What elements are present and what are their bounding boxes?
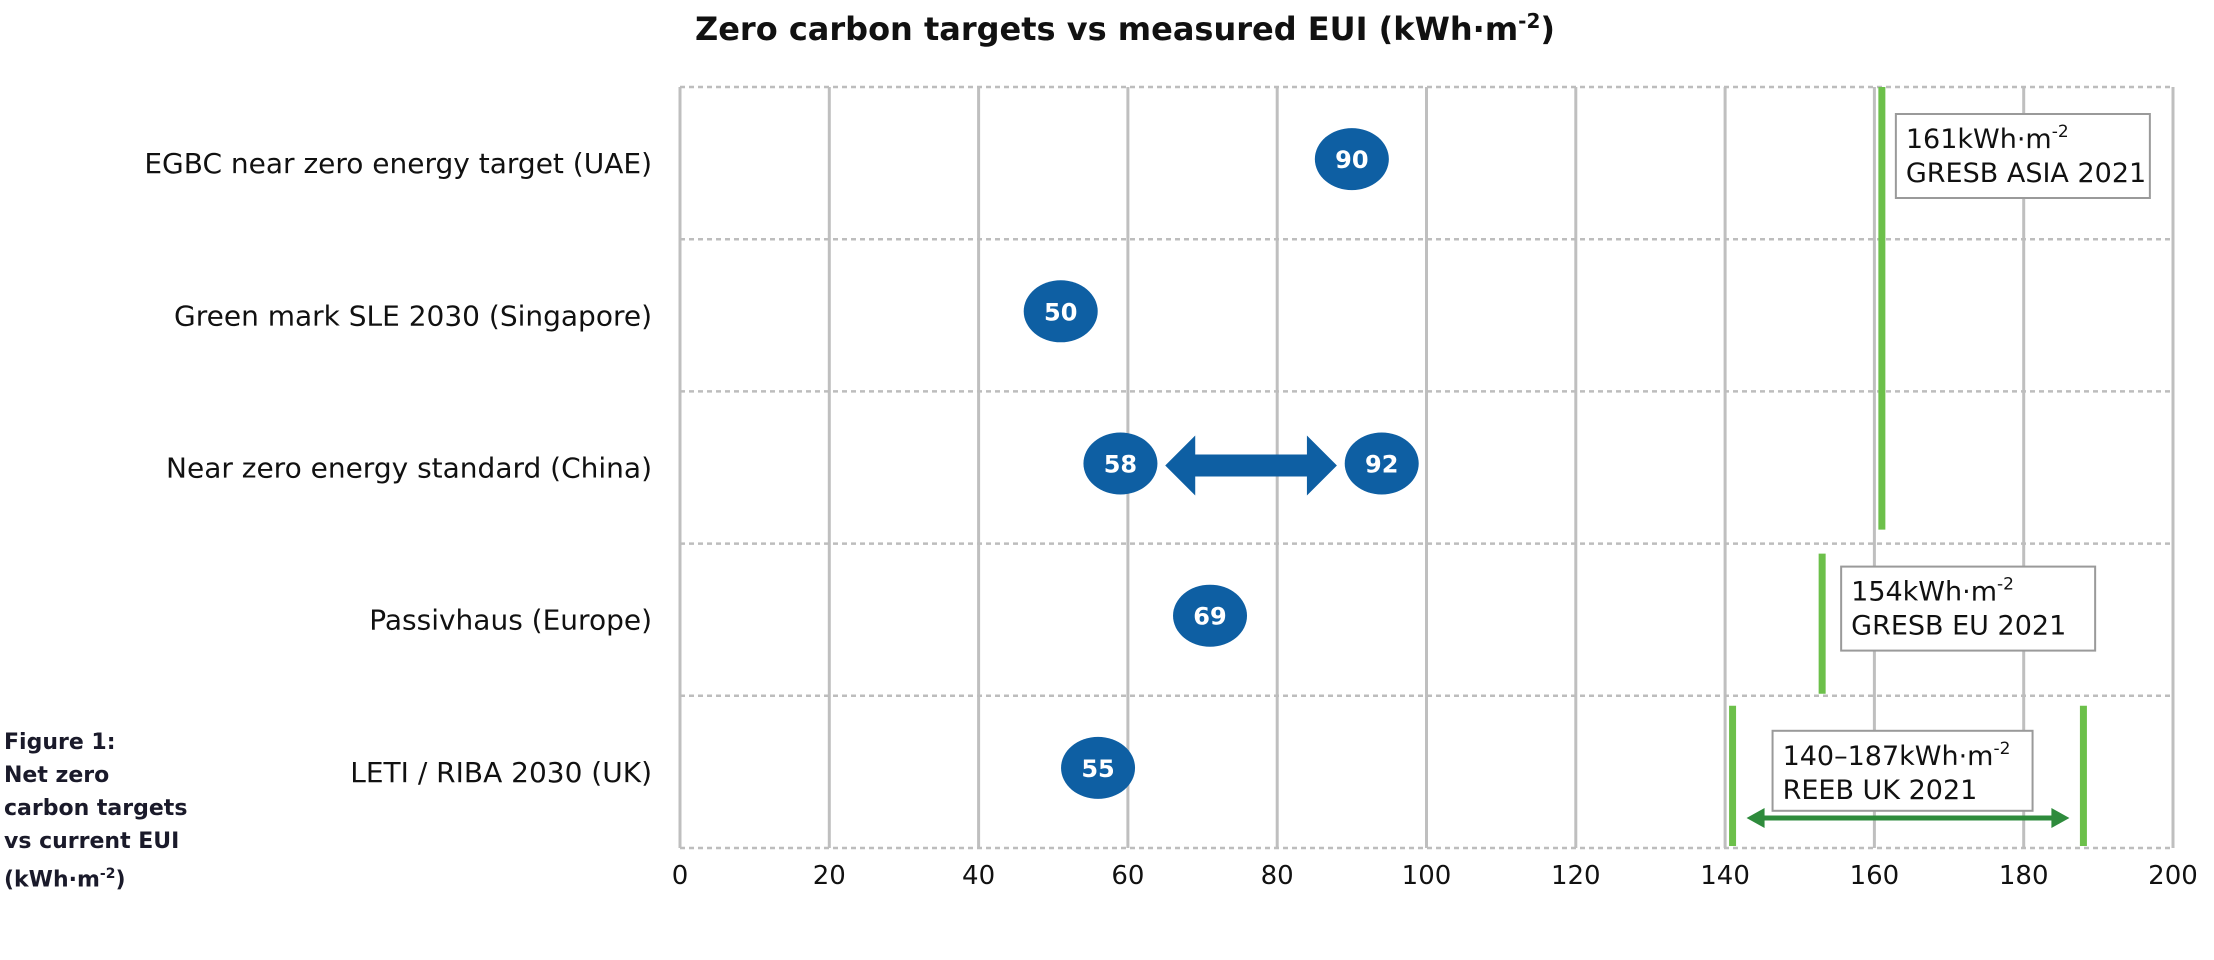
data-label: 58	[1104, 451, 1137, 479]
benchmark-box	[1771, 729, 2034, 812]
x-tick-label: 140	[1700, 861, 1750, 891]
figure-caption: Figure 1: Net zero carbon targets vs cur…	[4, 726, 204, 896]
benchmark-source: REEB UK 2021	[1783, 775, 1978, 806]
x-tick-label: 120	[1551, 861, 1601, 891]
category-label: LETI / RIBA 2030 (UK)	[350, 756, 652, 789]
data-point	[1023, 280, 1098, 343]
x-tick-label: 180	[1999, 861, 2049, 891]
x-tick-label: 60	[1111, 861, 1144, 891]
caption-line: carbon targets	[4, 796, 188, 821]
benchmark-source: GRESB ASIA 2021	[1906, 158, 2146, 189]
benchmark-value: 161kWh·m-2	[1906, 122, 2069, 155]
x-tick-label: 160	[1850, 861, 1900, 891]
caption-line: Figure 1:	[4, 730, 116, 755]
x-tick-label: 40	[962, 861, 995, 891]
benchmark-value: 154kWh·m-2	[1851, 575, 2014, 608]
caption-line: vs current EUI	[4, 829, 180, 854]
x-tick-label: 0	[672, 861, 689, 891]
category-label: Near zero energy standard (China)	[166, 452, 652, 485]
category-labels: EGBC near zero energy target (UAE) Green …	[144, 147, 652, 789]
category-label: EGBC near zero energy target (UAE)	[144, 147, 652, 180]
data-points: 90 50 58 92 69 55	[1023, 128, 1419, 799]
data-point	[1344, 432, 1419, 495]
benchmark-box	[1894, 113, 2151, 199]
caption-line: Net zero	[4, 763, 110, 788]
data-label: 50	[1044, 298, 1077, 326]
data-label: 92	[1365, 451, 1398, 479]
data-point	[1083, 432, 1158, 495]
data-point	[1061, 736, 1136, 799]
caption-line: (kWh·m-2)	[4, 866, 126, 893]
benchmark-source: GRESB EU 2021	[1851, 611, 2066, 642]
benchmark-box	[1840, 565, 2097, 652]
category-label: Passivhaus (Europe)	[369, 604, 652, 637]
data-label: 90	[1335, 146, 1368, 174]
benchmark-value: 140–187kWh·m-2	[1783, 739, 2011, 772]
range-arrows	[1165, 435, 1337, 496]
x-axis: 0 20 40 60 80 100 120 140 160 180 200	[672, 861, 2198, 891]
data-label: 55	[1081, 755, 1114, 783]
x-tick-label: 100	[1402, 861, 1452, 891]
chart-title: Zero carbon targets vs measured EUI (kWh…	[695, 9, 1555, 48]
x-tick-label: 80	[1261, 861, 1294, 891]
range-arrow-head-right	[2051, 808, 2070, 828]
x-tick-label: 200	[2148, 861, 2198, 891]
x-tick-label: 20	[813, 861, 846, 891]
range-arrow-head-left	[1746, 808, 1765, 828]
category-label: Green mark SLE 2030 (Singapore)	[174, 299, 652, 332]
data-point	[1173, 584, 1248, 647]
data-label: 69	[1193, 603, 1226, 631]
range-arrow	[1165, 435, 1337, 496]
data-point	[1314, 128, 1389, 191]
